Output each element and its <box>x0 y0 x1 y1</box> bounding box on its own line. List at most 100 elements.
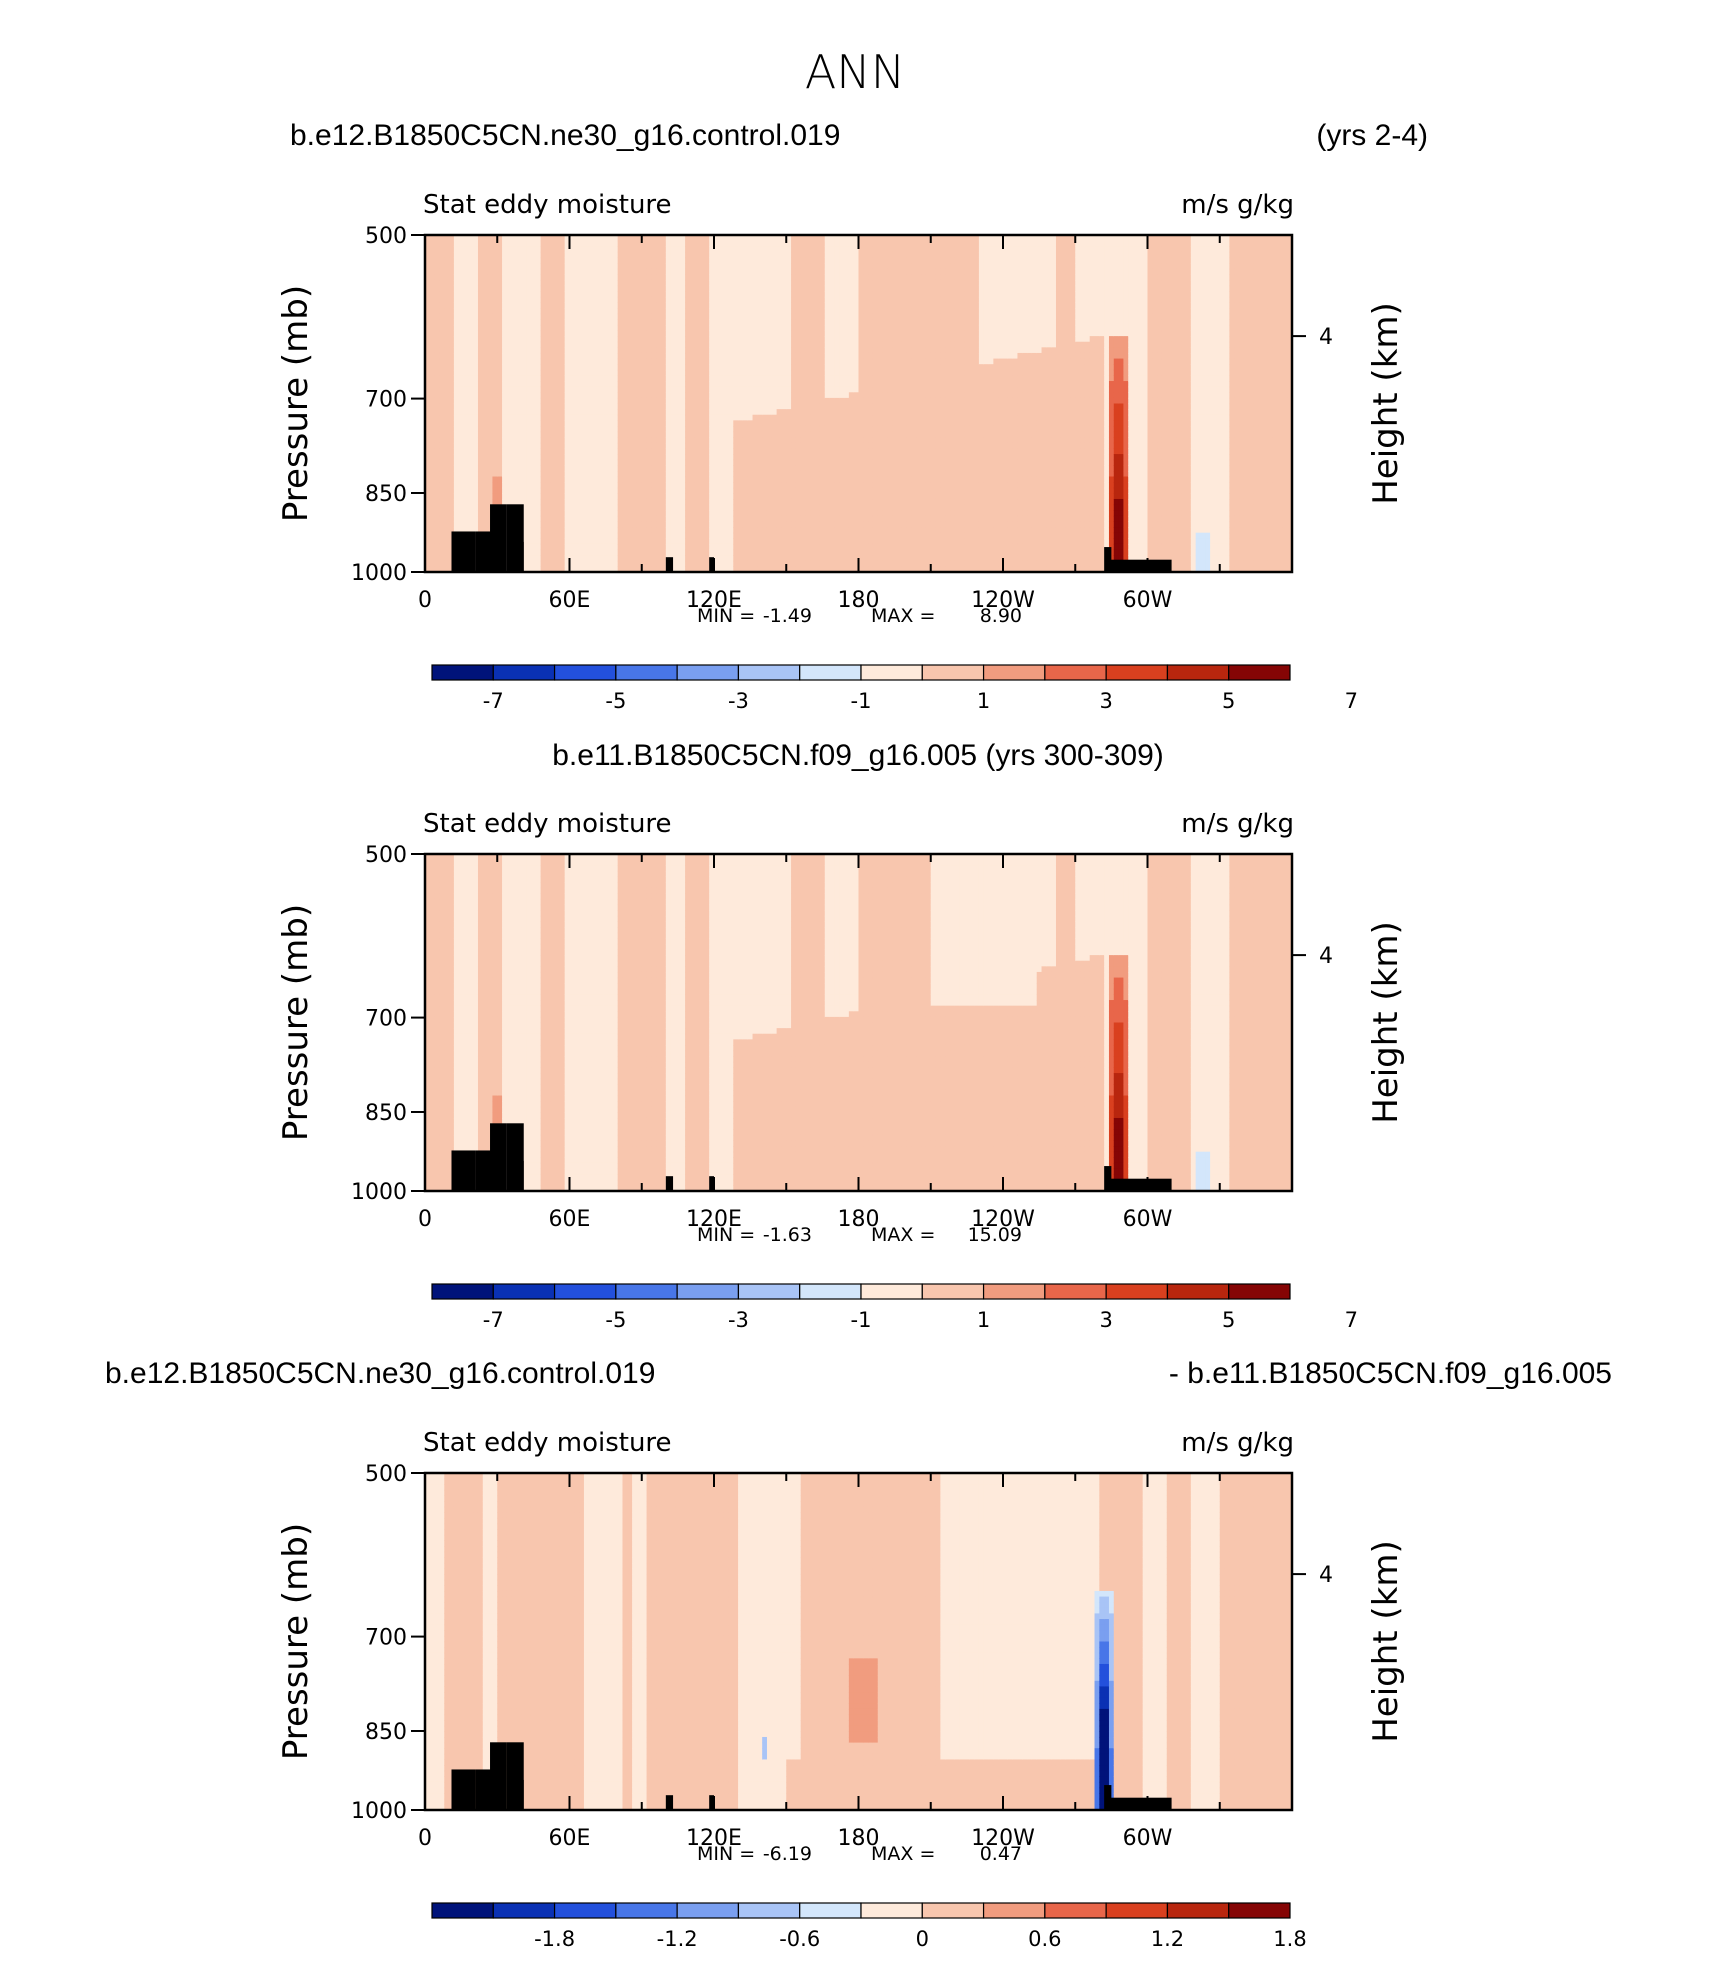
contour-cell <box>530 409 537 416</box>
contour-cell <box>714 392 720 399</box>
contour-cell <box>617 330 624 337</box>
contour-cell <box>473 263 479 270</box>
contour-cell <box>425 324 431 332</box>
contour-cell <box>762 392 768 399</box>
contour-cell <box>593 240 599 247</box>
contour-cell <box>458 420 465 427</box>
contour-cell <box>815 274 821 281</box>
contour-cell <box>535 549 542 556</box>
contour-cell <box>815 302 821 309</box>
contour-cell <box>555 476 561 483</box>
contour-cell <box>728 336 734 343</box>
contour-cell <box>487 274 494 281</box>
contour-cell <box>665 235 672 242</box>
contour-cell <box>665 263 672 270</box>
contour-cell <box>670 274 677 281</box>
contour-cell <box>497 465 503 472</box>
contour-cell <box>598 420 604 427</box>
contour-cell <box>627 291 633 298</box>
contour-cell <box>555 454 561 461</box>
contour-cell <box>569 543 575 551</box>
contour-cell <box>723 527 730 534</box>
contour-cell <box>627 279 633 287</box>
contour-cell <box>598 285 604 292</box>
contour-cell <box>482 358 489 365</box>
contour-cell <box>463 274 469 281</box>
contour-cell <box>704 330 710 337</box>
contour-cell <box>714 369 720 377</box>
contour-cell <box>752 369 758 377</box>
contour-cell <box>685 397 691 405</box>
contour-cell <box>622 397 628 405</box>
contour-cell <box>425 476 431 483</box>
contour-cell <box>458 302 465 309</box>
contour-cell <box>742 442 749 450</box>
contour-cell <box>627 521 633 528</box>
contour-cell <box>497 268 503 275</box>
contour-cell <box>791 437 797 444</box>
contour-cell <box>608 420 614 427</box>
contour-cell <box>425 527 431 534</box>
contour-cell <box>689 437 696 444</box>
contour-cell <box>583 257 590 264</box>
contour-cell <box>752 341 758 348</box>
contour-cell <box>689 381 696 388</box>
contour-cell <box>819 420 826 427</box>
contour-cell <box>636 291 643 298</box>
contour-cell <box>617 381 624 388</box>
contour-cell <box>781 302 787 309</box>
contour-cell <box>622 375 628 382</box>
contour-cell <box>733 555 739 562</box>
contour-cell <box>646 291 652 298</box>
contour-cell <box>752 510 758 517</box>
contour-cell <box>781 437 787 444</box>
contour-cell <box>593 279 599 287</box>
contour-cell <box>791 392 797 399</box>
contour-cell <box>728 470 734 478</box>
contour-cell <box>458 465 465 472</box>
contour-cell <box>661 279 667 287</box>
contour-cell <box>506 482 513 489</box>
contour-cell <box>819 504 826 511</box>
contour-cell <box>502 420 508 427</box>
contour-cell <box>805 409 811 416</box>
contour-cell <box>617 313 624 320</box>
contour-cell <box>439 555 445 562</box>
contour-cell <box>588 527 595 534</box>
contour-cell <box>728 538 734 545</box>
contour-cell <box>598 493 604 500</box>
contour-cell <box>559 465 566 472</box>
contour-cell <box>661 403 667 410</box>
contour-cell <box>487 324 494 332</box>
contour-cell <box>800 414 807 421</box>
contour-cell <box>492 498 498 506</box>
contour-cell <box>781 532 787 539</box>
contour-cell <box>675 425 681 433</box>
contour-cell <box>762 409 768 416</box>
contour-cell <box>506 487 513 494</box>
contour-cell <box>511 465 518 472</box>
contour-cell <box>680 409 686 416</box>
contour-cell <box>473 375 479 382</box>
contour-cell <box>439 493 445 500</box>
contour-cell <box>583 543 590 551</box>
contour-cell <box>612 375 619 382</box>
contour-cell <box>776 498 783 506</box>
contour-cell <box>559 347 566 354</box>
contour-cell <box>805 381 811 388</box>
contour-cell <box>795 431 802 438</box>
contour-cell <box>656 504 662 511</box>
contour-cell <box>439 246 445 253</box>
contour-cell <box>641 420 648 427</box>
contour-cell <box>742 549 749 556</box>
contour-cell <box>646 470 652 478</box>
contour-cell <box>728 437 734 444</box>
contour-cell <box>468 386 474 393</box>
contour-cell <box>555 420 561 427</box>
contour-cell <box>632 279 638 287</box>
contour-cell <box>685 251 691 259</box>
contour-cell <box>815 555 821 562</box>
contour-cell <box>795 279 802 287</box>
contour-cell <box>699 369 705 377</box>
contour-cell <box>651 336 657 343</box>
